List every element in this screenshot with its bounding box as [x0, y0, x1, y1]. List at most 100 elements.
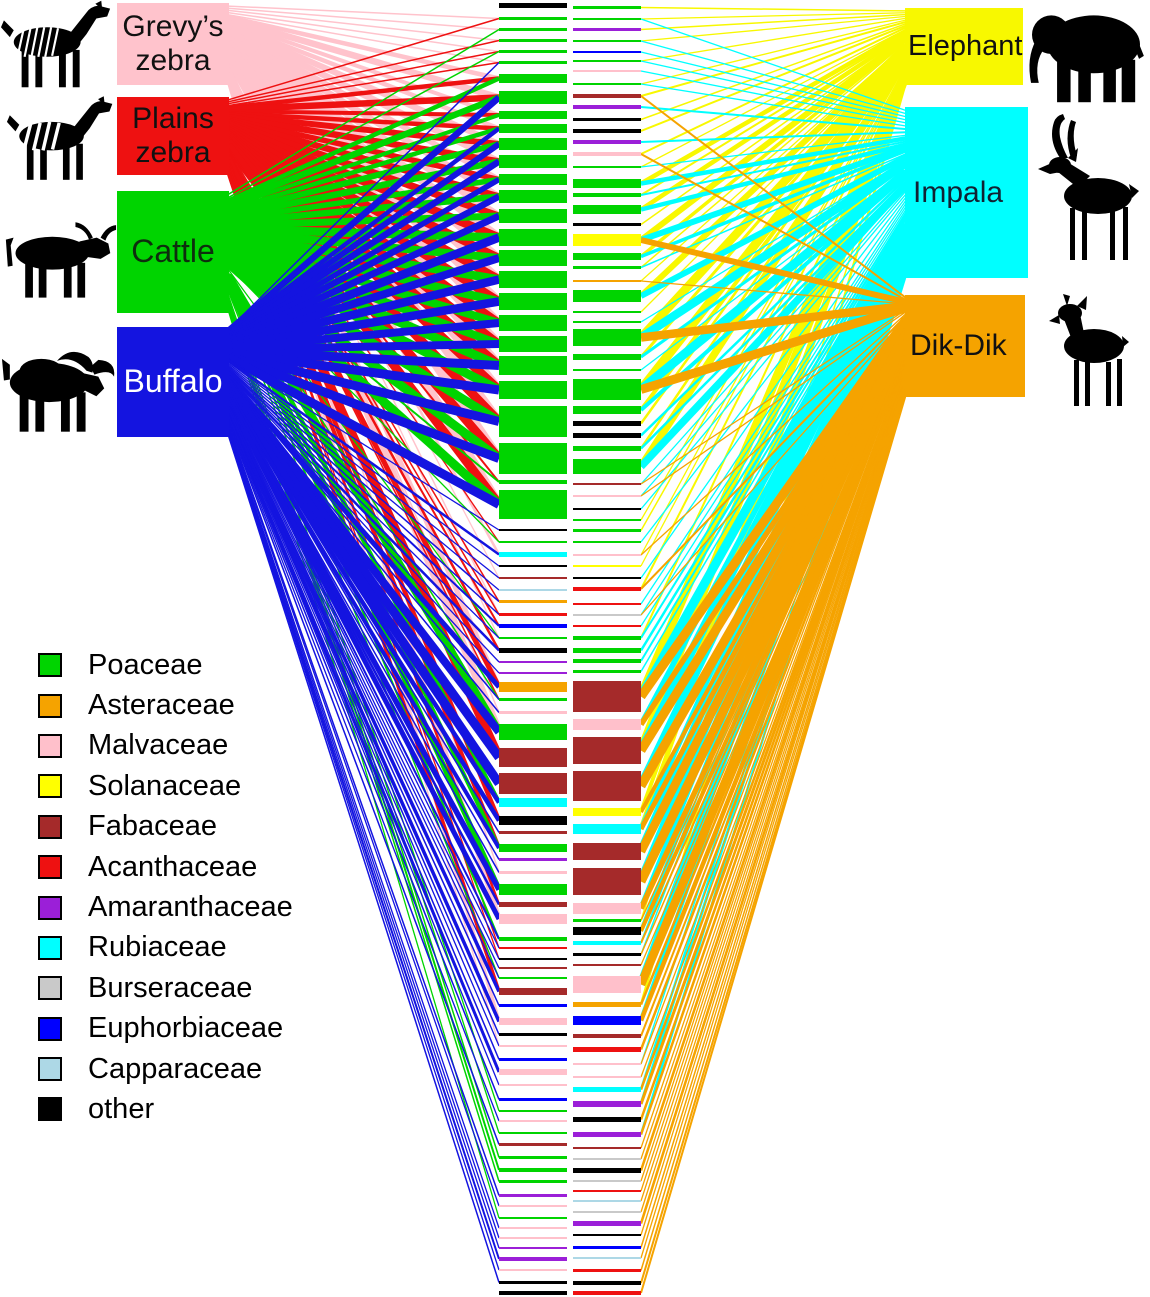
buffalo-diet-link	[225, 393, 502, 891]
plant-taxon-bar-left-33	[499, 600, 567, 603]
plant-taxon-bar-right-51	[573, 670, 641, 673]
plant-taxon-bar-right-80	[573, 1180, 641, 1182]
plant-taxon-bar-left-9	[499, 124, 567, 133]
plains-zebra-diet-link	[227, 76, 500, 110]
cattle-diet-link	[227, 158, 500, 220]
impala-box[interactable]: Impala	[905, 107, 1028, 278]
plant-taxon-bar-left-6	[499, 74, 567, 83]
plant-taxon-bar-right-45	[573, 603, 641, 605]
dik-dik-diet-link	[640, 313, 907, 556]
plains-zebra-box[interactable]: Plains zebra	[117, 97, 229, 175]
buffalo-diet-link	[226, 177, 501, 340]
plant-taxon-bar-right-28	[573, 369, 641, 371]
plant-taxon-bar-left-49	[499, 844, 567, 852]
buffalo-box[interactable]: Buffalo	[117, 327, 229, 437]
plant-taxon-bar-right-47	[573, 625, 641, 627]
plant-taxon-bar-right-60	[573, 903, 641, 914]
buffalo-diet-link	[227, 421, 500, 1145]
plant-taxon-bar-left-82	[499, 1257, 567, 1261]
buffalo-diet-link	[224, 381, 503, 787]
elephant-diet-link	[640, 19, 907, 85]
buffalo-diet-link	[227, 412, 500, 1047]
buffalo-diet-link	[226, 158, 501, 339]
buffalo-diet-link	[227, 423, 500, 1196]
buffalo-diet-link	[227, 359, 500, 556]
buffalo-diet-link	[227, 348, 500, 395]
grevys-zebra-label: Grevy’s zebra	[122, 10, 224, 77]
plant-taxon-bar-right-64	[573, 953, 641, 956]
plant-taxon-bar-left-13	[499, 190, 567, 203]
elephant-diet-link	[639, 35, 908, 243]
impala-diet-link	[640, 209, 907, 627]
plant-taxon-bar-right-7	[573, 83, 641, 85]
legend-item-acanthaceae: Acanthaceae	[38, 847, 293, 887]
plant-taxon-bar-left-16	[499, 250, 567, 266]
plant-taxon-bar-right-9	[573, 105, 641, 109]
grevys-zebra-diet-link	[227, 14, 500, 64]
dik-dik-diet-link	[640, 301, 907, 342]
cattle-diet-link	[226, 94, 501, 207]
elephant-diet-link	[640, 13, 907, 31]
buffalo-diet-link	[227, 426, 500, 1229]
legend-item-amaranthaceae: Amaranthaceae	[38, 887, 293, 927]
plant-taxon-bar-left-8	[499, 111, 567, 119]
buffalo-diet-link	[227, 398, 500, 940]
elephant-box[interactable]: Elephant	[905, 8, 1023, 85]
cattle-box[interactable]: Cattle	[117, 191, 229, 313]
plant-taxon-bar-right-16	[573, 193, 641, 197]
buffalo-diet-link	[226, 349, 501, 426]
buffalo-diet-link	[227, 365, 500, 603]
impala-diet-link	[640, 196, 907, 543]
plant-taxon-bar-left-79	[499, 1227, 567, 1229]
grevys-zebra-box[interactable]: Grevy’s zebra	[117, 3, 229, 85]
elephant-diet-link	[640, 35, 907, 226]
plant-taxon-bar-left-58	[499, 967, 567, 969]
dikdik-box[interactable]: Dik-Dik	[905, 295, 1025, 397]
impala-diet-link	[640, 190, 907, 497]
buffalo-diet-link	[226, 409, 501, 1023]
plant-taxon-bar-left-73	[499, 1156, 567, 1159]
plant-taxon-bar-left-25	[499, 480, 567, 484]
cattle-label: Cattle	[131, 233, 215, 270]
plant-taxon-bar-left-57	[499, 958, 567, 960]
legend-item-capparaceae: Capparaceae	[38, 1049, 293, 1089]
plant-taxon-bar-right-8	[573, 94, 641, 98]
buffalo-diet-link	[227, 427, 500, 1239]
buffalo-diet-link	[227, 297, 500, 351]
elephant-diet-link	[640, 31, 907, 196]
plant-taxon-bar-left-40	[499, 682, 567, 692]
buffalo-diet-link	[227, 402, 500, 960]
plant-taxon-bar-right-33	[573, 446, 641, 451]
plant-taxon-bar-right-76	[573, 1132, 641, 1137]
elephant-label: Elephant	[908, 30, 1023, 63]
cattle-diet-link	[227, 126, 500, 213]
plant-taxon-bar-left-60	[499, 988, 567, 995]
cattle-diet-link	[227, 50, 500, 199]
plant-taxon-bar-right-65	[573, 964, 641, 966]
plant-taxon-bar-left-41	[499, 698, 567, 701]
plant-taxon-bar-left-23	[499, 406, 567, 437]
dik-dik-diet-link	[640, 387, 907, 1259]
plant-taxon-bar-right-26	[573, 329, 641, 346]
impala-diet-link	[640, 159, 907, 323]
impala-diet-link	[640, 60, 907, 121]
buffalo-diet-link	[226, 193, 501, 342]
plant-taxon-bar-right-27	[573, 354, 641, 360]
plant-taxon-bar-right-59	[573, 868, 641, 895]
plains-zebra-diet-link	[227, 50, 500, 105]
plant-taxon-bar-right-50	[573, 659, 641, 663]
legend-item-solanaceae: Solanaceae	[38, 766, 293, 806]
buffalo-diet-link	[227, 275, 500, 350]
plant-taxon-bar-left-51	[499, 871, 567, 874]
plant-taxon-bar-left-83	[499, 1269, 567, 1271]
plant-taxon-bar-left-36	[499, 637, 567, 639]
plant-taxon-bar-left-29	[499, 552, 567, 557]
plant-taxon-bar-left-19	[499, 315, 567, 331]
plant-taxon-bar-right-77	[573, 1147, 641, 1149]
dik-dik-diet-link	[637, 323, 910, 789]
plant-taxon-bar-left-69	[499, 1110, 567, 1112]
dik-dik-diet-link	[640, 378, 907, 1202]
legend-item-poaceae: Poaceae	[38, 645, 293, 685]
legend-swatch-poaceae	[38, 653, 62, 678]
dik-dik-diet-link	[640, 352, 907, 1037]
